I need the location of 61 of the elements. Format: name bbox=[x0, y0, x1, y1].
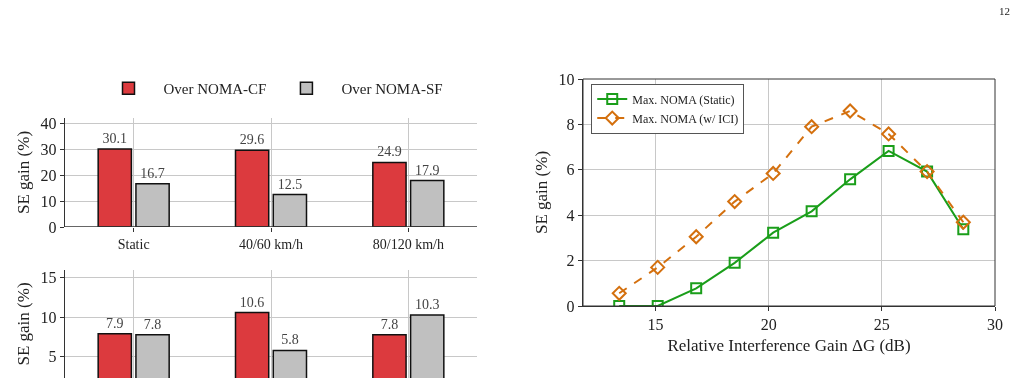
x-tick-label: 25 bbox=[873, 316, 890, 334]
point bbox=[650, 259, 666, 275]
y-tick-label: 15 bbox=[40, 269, 57, 287]
y-tick-label: 30 bbox=[40, 140, 57, 158]
point bbox=[688, 229, 704, 245]
point bbox=[727, 194, 743, 210]
x-tick-label: 15 bbox=[647, 316, 664, 334]
x-tick-label: Static bbox=[117, 236, 150, 252]
point bbox=[611, 285, 627, 301]
point bbox=[881, 126, 897, 142]
legend-label: Max. NOMA (Static) bbox=[632, 92, 735, 107]
data-label: 17.9 bbox=[414, 162, 440, 178]
bar bbox=[234, 149, 270, 227]
y-tick-label: 0 bbox=[566, 297, 575, 315]
x-tick-label: 30 bbox=[987, 316, 1003, 334]
y-tick-label: 8 bbox=[566, 116, 575, 133]
y-tick-label: 4 bbox=[566, 206, 575, 224]
x-tick-label: 40/60 km/h bbox=[238, 236, 304, 252]
point bbox=[765, 165, 781, 181]
y-tick-label: 10 bbox=[40, 192, 57, 210]
legend-label: Over NOMA-CF bbox=[163, 81, 267, 98]
legend-label: Over NOMA-SF bbox=[341, 81, 443, 98]
data-label: 10.6 bbox=[239, 294, 265, 310]
data-label: 29.6 bbox=[239, 132, 265, 148]
point bbox=[805, 205, 818, 218]
point bbox=[767, 226, 780, 239]
data-label: 7.9 bbox=[106, 315, 124, 331]
data-label: 7.8 bbox=[380, 316, 399, 332]
y-tick-label: 40 bbox=[40, 114, 57, 132]
data-label: 24.9 bbox=[377, 144, 402, 160]
y-tick-label: 20 bbox=[40, 166, 57, 184]
point bbox=[842, 103, 858, 119]
y-tick-label: 10 bbox=[558, 70, 575, 88]
y-tick-label: 6 bbox=[566, 161, 575, 179]
y-tick-label: 5 bbox=[48, 348, 57, 366]
point bbox=[955, 214, 971, 230]
x-axis-title: Relative Interference Gain ΔG (dB) bbox=[667, 335, 911, 355]
data-label: 12.5 bbox=[277, 176, 303, 192]
data-label: 10.3 bbox=[414, 296, 440, 312]
point bbox=[957, 223, 970, 236]
data-label: 30.1 bbox=[102, 130, 128, 146]
point bbox=[804, 119, 820, 135]
point bbox=[882, 144, 895, 157]
y-tick-label: 0 bbox=[48, 218, 57, 236]
bar bbox=[372, 161, 407, 227]
data-label: 5.8 bbox=[281, 332, 299, 348]
y-tick-label: 10 bbox=[40, 308, 57, 326]
x-tick-label: 20 bbox=[760, 316, 777, 334]
text: 12 bbox=[999, 5, 1010, 17]
bar bbox=[97, 148, 133, 227]
y-axis-title: SE gain (%) bbox=[14, 130, 34, 215]
legend-label: Max. NOMA (w/ ICI) bbox=[632, 111, 739, 126]
point bbox=[844, 173, 857, 186]
x-tick-label: 80/120 km/h bbox=[372, 236, 444, 252]
y-axis-title: SE gain (%) bbox=[14, 282, 34, 366]
y-axis-title: SE gain (%) bbox=[532, 150, 552, 235]
data-label: 7.8 bbox=[143, 316, 162, 332]
point bbox=[728, 256, 741, 269]
data-label: 16.7 bbox=[140, 165, 165, 181]
point bbox=[690, 282, 703, 295]
y-tick-label: 2 bbox=[566, 252, 575, 270]
